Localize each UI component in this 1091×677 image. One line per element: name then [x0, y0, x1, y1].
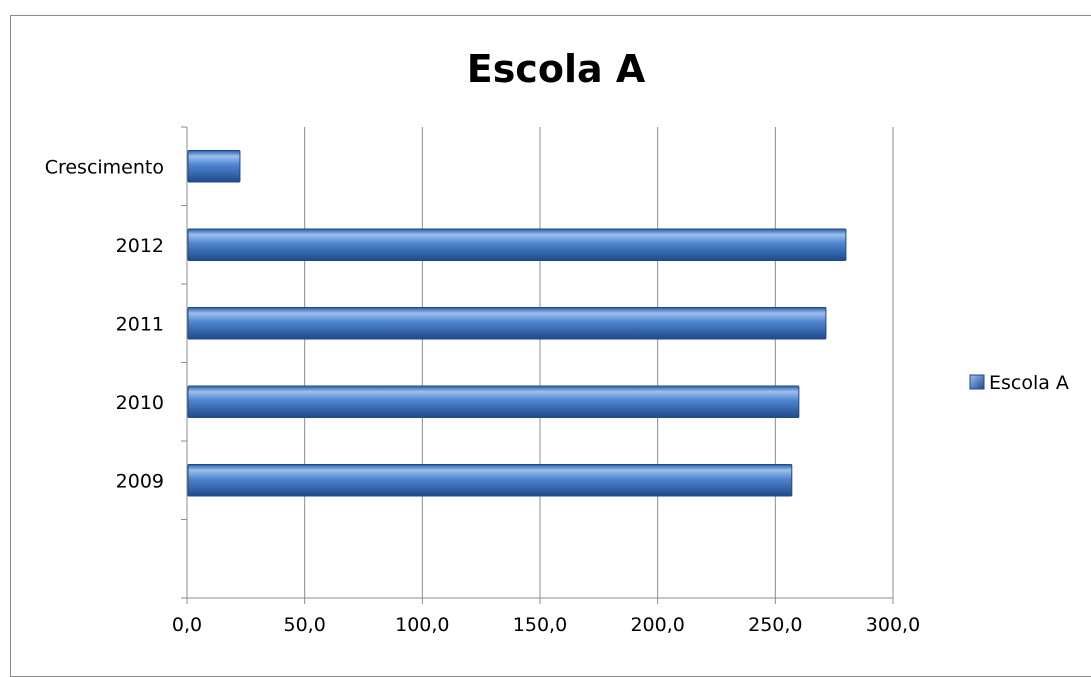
legend-label: Escola A	[989, 372, 1069, 394]
y-tick-labels: 2009 2010 2011 2012 Crescimento	[45, 156, 164, 492]
x-tick-label-6: 300,0	[866, 614, 920, 636]
bar-2010	[187, 385, 800, 418]
x-tick-label-1: 50,0	[284, 614, 326, 636]
gridlines	[304, 127, 894, 598]
axes	[181, 126, 894, 604]
bar-2012	[187, 228, 847, 261]
legend-swatch	[969, 374, 985, 390]
x-tick-label-2: 100,0	[395, 614, 449, 636]
x-tick-label-3: 150,0	[513, 614, 567, 636]
chart-frame	[10, 15, 1091, 677]
bar-Crescimento	[187, 150, 241, 183]
y-tick-label-2010: 2010	[116, 392, 164, 414]
bar-2011	[187, 307, 827, 340]
y-tick-label-2011: 2011	[116, 313, 164, 335]
x-tick-label-0: 0,0	[172, 614, 202, 636]
chart-title: Escola A	[467, 47, 646, 91]
legend: Escola A	[969, 372, 1069, 394]
x-tick-labels: 0,0 50,0 100,0 150,0 200,0 250,0 300,0	[172, 614, 920, 636]
y-tick-label-Crescimento: Crescimento	[45, 156, 164, 178]
y-tick-label-2009: 2009	[116, 470, 164, 492]
bar-chart: Escola A 0,0 50,0 100,0 150,0 200,0 250,0 300,…	[45, 47, 1069, 636]
x-tick-label-5: 250,0	[748, 614, 802, 636]
bars	[187, 150, 847, 497]
x-tick-label-4: 200,0	[630, 614, 684, 636]
bar-2009	[187, 464, 793, 497]
y-tick-label-2012: 2012	[116, 235, 164, 257]
